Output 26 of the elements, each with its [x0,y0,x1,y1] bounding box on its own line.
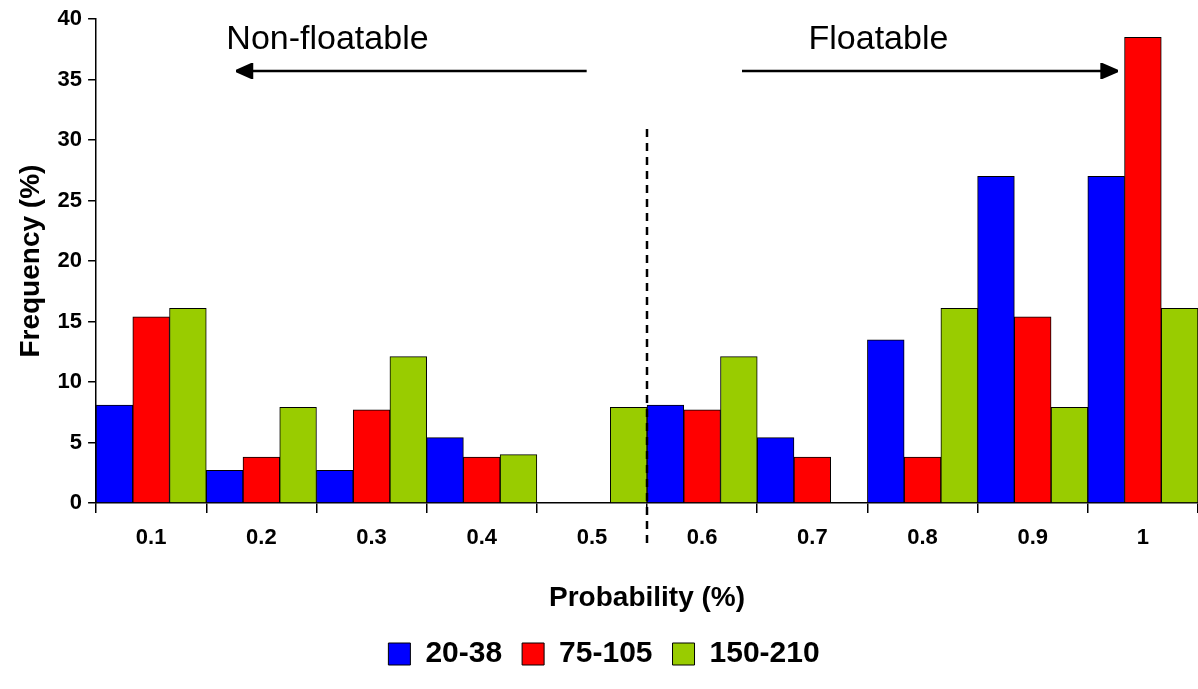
y-tick-label: 15 [57,307,83,333]
x-tick-label: 0.1 [135,524,167,550]
y-tick-label: 20 [57,247,83,273]
y-tick-label: 35 [57,65,83,91]
x-tick-label: 0.4 [466,524,498,550]
legend-label: 75-105 [559,635,653,669]
x-tick-label: 0.5 [576,524,608,550]
y-tick-label: 25 [57,186,83,212]
x-tick-label: 0.7 [797,524,828,550]
y-tick-label: 30 [57,126,83,152]
y-tick-label: 5 [69,428,83,454]
legend-label: 20-38 [425,635,503,669]
x-tick-label: 0.2 [246,524,277,550]
annotation: Non-floatable [226,17,429,56]
x-tick-label: 0.8 [907,524,938,550]
y-tick-label: 0 [69,489,83,515]
annotation: Floatable [808,17,949,56]
y-tick-label: 10 [57,368,83,394]
x-tick-label: 0.9 [1017,524,1049,550]
y-axis-title: Frequency (%) [13,164,45,358]
legend-label: 150-210 [709,635,820,669]
x-tick-label: 0.3 [356,524,387,550]
x-tick-label: 1 [1136,524,1150,550]
y-tick-label: 40 [57,5,83,31]
x-axis-title: Probability (%) [549,580,746,612]
x-tick-label: 0.6 [686,524,718,550]
